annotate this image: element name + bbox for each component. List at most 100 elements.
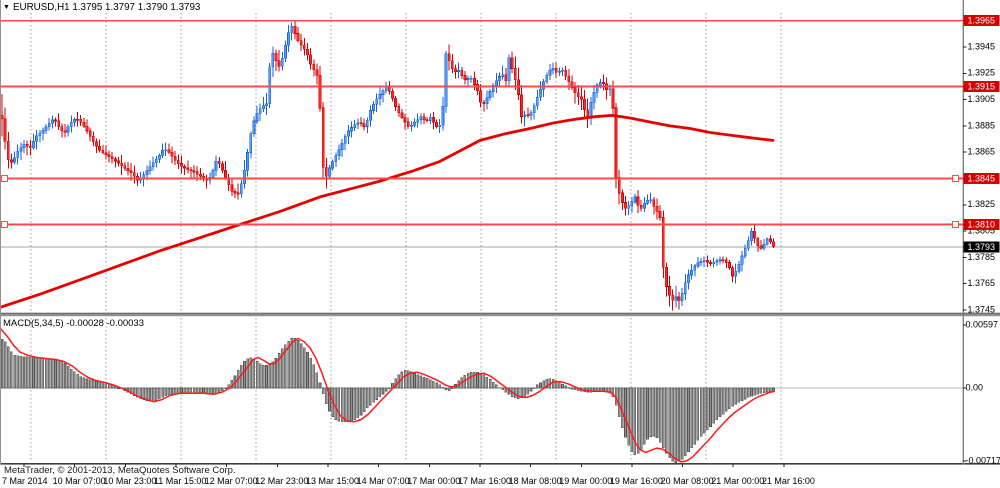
candle-body[interactable] [583,98,586,111]
candle-body[interactable] [107,154,111,158]
candle-body[interactable] [513,68,517,81]
candle-body[interactable] [602,82,605,85]
candle-body[interactable] [718,259,722,262]
candle-body[interactable] [57,120,61,128]
moving-average-line[interactable] [0,114,775,309]
candle-body[interactable] [214,160,218,171]
candle-body[interactable] [526,114,530,117]
candle-body[interactable] [32,141,35,148]
candle-body[interactable] [557,71,561,73]
candle-body[interactable] [35,135,39,142]
candle-body[interactable] [750,231,753,241]
candle-body[interactable] [699,261,703,264]
candle-body[interactable] [394,97,398,107]
candle-body[interactable] [683,282,687,294]
candle-body[interactable] [765,238,769,245]
candle-body[interactable] [277,60,281,67]
candle-body[interactable] [633,196,637,203]
candle-body[interactable] [617,177,621,194]
candle-body[interactable] [249,133,253,153]
candle-body[interactable] [22,144,26,149]
candle-body[interactable] [680,293,684,302]
price-axis[interactable]: 1.3945 1.3925 1.3905 1.3885 1.3865 1.3825 1.38… [963,15,1000,314]
candle-body[interactable] [712,262,716,265]
candle-body[interactable] [554,67,558,73]
candle-body[interactable] [6,140,10,161]
candle-body[interactable] [542,81,546,90]
candle-body[interactable] [113,158,117,162]
candle-body[interactable] [507,57,511,82]
candle-body[interactable] [387,87,391,92]
candle-body[interactable] [120,162,124,167]
candle-body[interactable] [384,87,388,91]
candle-body[interactable] [346,130,350,137]
candle-body[interactable] [230,184,234,192]
candle-body[interactable] [438,124,442,127]
candle-body[interactable] [158,154,161,160]
candle-body[interactable] [101,150,105,154]
candle-body[interactable] [167,149,171,153]
candle-body[interactable] [768,238,772,243]
candle-body[interactable] [252,120,256,135]
candle-body[interactable] [350,127,353,132]
candle-body[interactable] [756,238,760,247]
candle-body[interactable] [324,166,328,177]
candle-body[interactable] [469,77,473,80]
candle-body[interactable] [170,151,174,157]
candle-body[interactable] [450,60,454,70]
candle-body[interactable] [38,132,42,137]
candle-body[interactable] [620,192,624,203]
candle-body[interactable] [47,122,51,127]
candle-body[interactable] [315,69,319,76]
candle-body[interactable] [54,119,57,122]
candle-body[interactable] [10,159,13,163]
candle-body[interactable] [161,150,164,156]
candle-body[interactable] [570,81,574,89]
candle-body[interactable] [19,147,23,152]
candle-body[interactable] [608,88,612,91]
level-line-handles[interactable] [0,174,960,229]
candle-body[interactable] [369,110,372,121]
candle-body[interactable] [520,94,523,117]
candle-body[interactable] [589,101,593,117]
candle-body[interactable] [595,84,599,93]
candle-body[interactable] [334,155,338,163]
candle-body[interactable] [0,115,4,120]
candle-body[interactable] [3,118,7,142]
candle-body[interactable] [409,124,413,127]
candle-body[interactable] [91,135,95,143]
candle-body[interactable] [624,202,627,209]
candle-body[interactable] [79,119,83,123]
candle-body[interactable] [460,70,464,76]
candle-body[interactable] [548,69,552,76]
candle-body[interactable] [246,152,250,171]
candle-body[interactable] [312,63,316,71]
candle-body[interactable] [510,57,514,69]
candle-body[interactable] [702,259,706,262]
candle-body[interactable] [255,112,259,122]
candle-body[interactable] [482,101,486,105]
candle-body[interactable] [661,217,665,268]
candle-body[interactable] [665,266,668,287]
candle-body[interactable] [195,171,199,175]
candle-body[interactable] [391,91,394,99]
candle-body[interactable] [280,57,284,67]
candle-body[interactable] [50,119,54,124]
candle-body[interactable] [274,52,278,62]
candle-body[interactable] [705,259,709,263]
candle-body[interactable] [66,126,70,133]
candle-body[interactable] [337,149,341,157]
candle-body[interactable] [164,149,168,151]
candle-body[interactable] [759,245,763,249]
candle-body[interactable] [573,87,577,93]
candle-body[interactable] [299,40,303,46]
candle-body[interactable] [173,155,177,161]
candle-body[interactable] [444,53,448,107]
candle-body[interactable] [186,167,190,170]
candle-body[interactable] [76,119,79,121]
candle-body[interactable] [302,44,306,50]
candle-body[interactable] [535,97,539,106]
candle-body[interactable] [353,124,357,128]
candle-body[interactable] [268,66,272,105]
